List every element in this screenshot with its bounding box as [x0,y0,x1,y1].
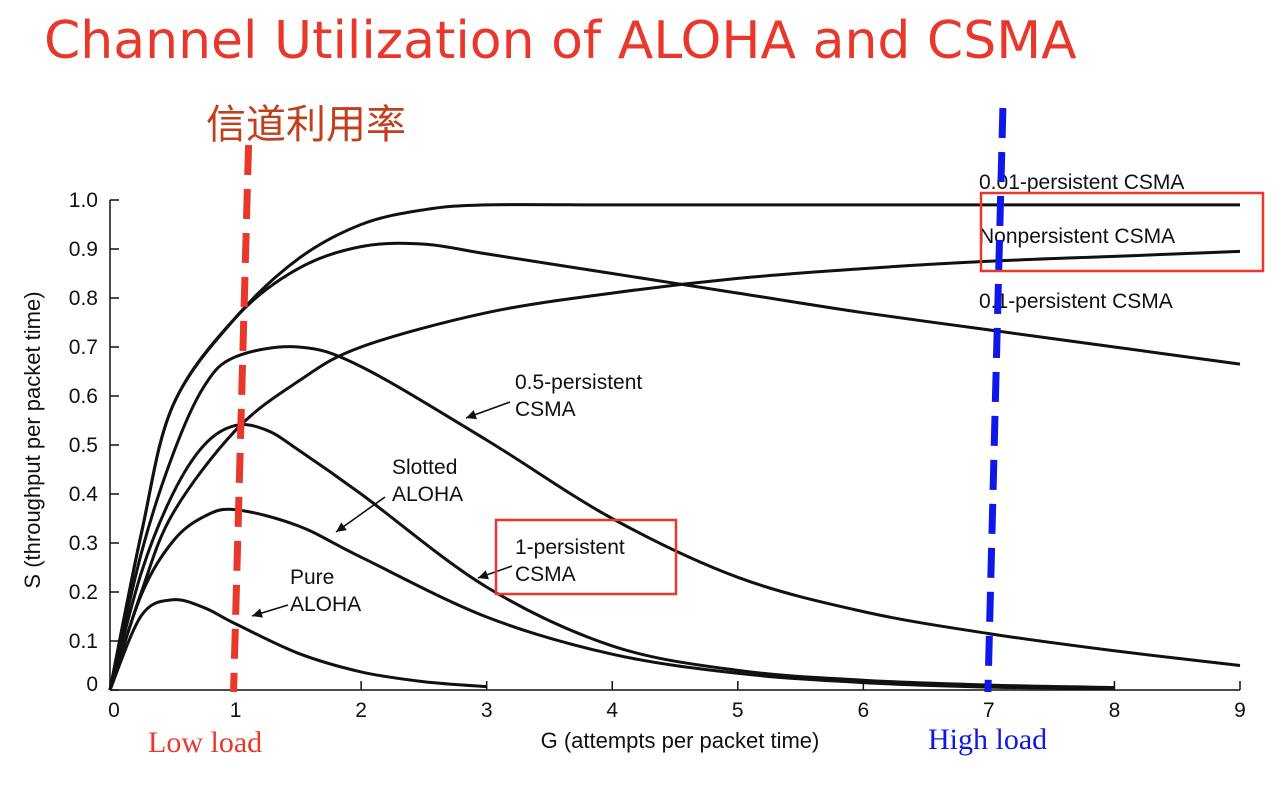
series-line-pure-aloha [108,598,487,691]
y-tick-label: 0.6 [69,385,98,408]
x-tick-label: 8 [1109,699,1121,722]
axes: 0 1 2 3 4 5 6 7 8 9 0 0.1 0.2 0.3 0.4 0.5 0.6 0.7 0.8 0.9 1.… [69,189,1246,722]
series-line-0-5-persistent-csma [108,345,1241,691]
high-load-line [984,107,1007,693]
y-tick-label: 0.1 [69,630,98,653]
x-axis-label: G (attempts per packet time) [541,728,820,753]
low-load-label: Low load [148,726,262,759]
series-label-slotted-aloha: Slotted [392,456,457,479]
x-tick-label: 1 [230,699,242,722]
label-arrowhead [478,570,489,580]
x-tick-label: 0 [108,699,120,722]
load-lines: Low load High load [148,107,1047,759]
series-label-nonpersistent-csma: Nonpersistent CSMA [979,225,1175,248]
series-label-1-persistent-csma: 1-persistent [515,536,625,559]
high-load-label: High load [928,723,1047,756]
series-label-pure-aloha: Pure [290,566,334,589]
series-label-0-5-persistent-csma: CSMA [515,398,576,421]
y-tick-label: 0.4 [69,483,99,506]
x-tick-label: 9 [1234,699,1246,722]
x-tick-label: 5 [732,699,744,722]
series-label-slotted-aloha: ALOHA [392,483,463,506]
y-tick-label: 0.8 [69,287,98,310]
y-axis-label: S (throughput per packet time) [20,291,45,588]
series-label-pure-aloha: ALOHA [290,593,361,616]
y-tick-label: 0 [86,673,98,696]
label-arrowhead [466,410,477,420]
x-tick-label: 3 [481,699,493,722]
label-arrow [335,496,386,533]
series-label-0-5-persistent-csma: 0.5-persistent [515,371,642,394]
highlight-box-nonpersistent [979,191,1265,273]
chart-title: Channel Utilization of ALOHA and CSMA [44,11,1077,71]
low-load-line [230,144,253,693]
series-labels: Pure ALOHA Slotted ALOHA 1-persistent CSMA 0.5… [251,171,1265,618]
series-line-slotted-aloha [108,507,1115,691]
y-tick-label: 0.7 [69,336,98,359]
series-line-nonpersistent-csma [108,249,1241,691]
series-line-0-01-persistent-csma [108,203,1240,691]
series-label-0-01-persistent-csma: 0.01-persistent CSMA [979,171,1184,194]
chart-subtitle: 信道利用率 [206,102,406,148]
y-tick-label: 0.3 [69,532,98,555]
y-tick-label: 0.5 [69,434,98,457]
highlight-box-1-persistent [494,518,678,596]
y-tick-label: 1.0 [69,189,98,212]
label-arrowhead [336,522,347,532]
x-tick-label: 7 [983,699,995,722]
curves [108,203,1241,691]
x-tick-label: 4 [606,699,618,722]
x-tick-label: 2 [355,699,367,722]
x-tick-label: 6 [857,699,869,722]
label-arrowhead [252,608,263,618]
y-tick-label: 0.9 [69,238,98,261]
y-tick-label: 0.2 [69,581,98,604]
series-label-0-1-persistent-csma: 0.1-persistent CSMA [979,290,1173,313]
series-label-1-persistent-csma: CSMA [515,563,576,586]
series-line-1-persistent-csma [108,423,1115,691]
